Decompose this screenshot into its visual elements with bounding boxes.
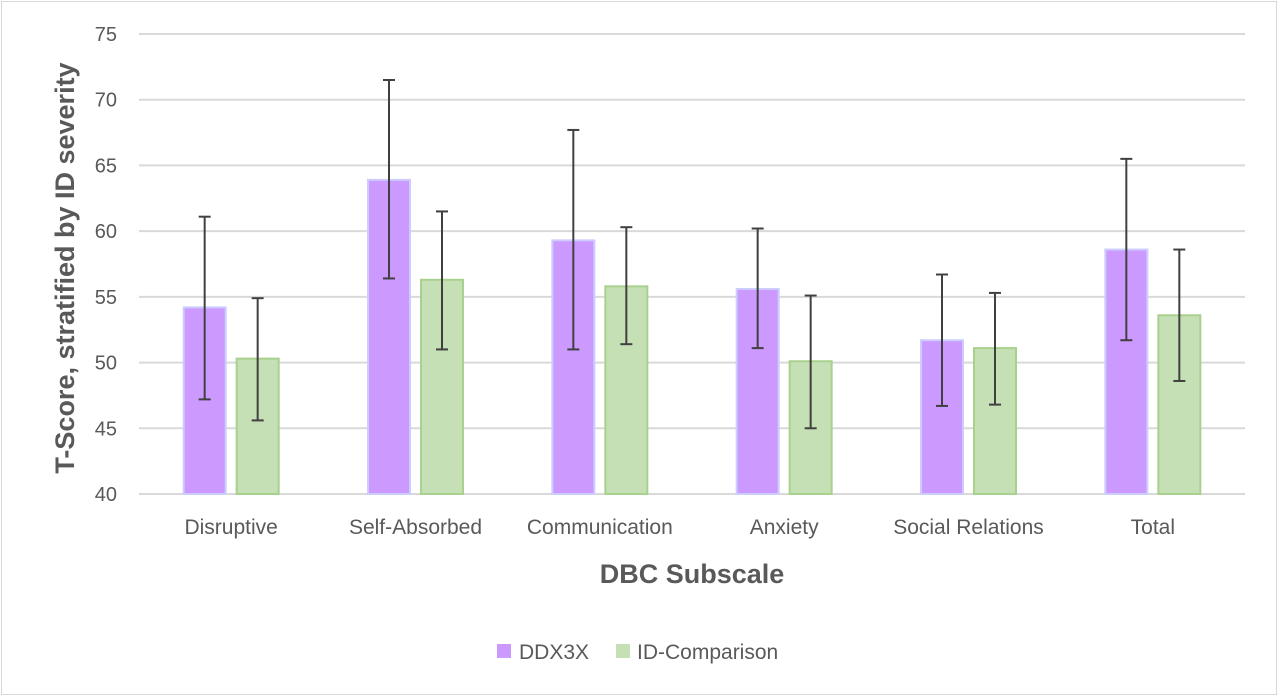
y-tick-label: 60 xyxy=(95,221,117,243)
x-category-label: Total xyxy=(1131,516,1175,539)
legend-swatch-ddx3x xyxy=(497,644,511,658)
legend: DDX3X ID-Comparison xyxy=(497,641,778,664)
bars xyxy=(182,178,1202,496)
gridlines xyxy=(139,33,1245,495)
x-category-label: Social Relations xyxy=(893,516,1044,539)
y-tick-label: 75 xyxy=(95,24,117,46)
y-axis-title: T-Score, stratified by ID severity xyxy=(50,62,80,473)
legend-label-ddx3x: DDX3X xyxy=(519,641,589,664)
error-bars xyxy=(198,79,1186,430)
y-tick-label: 40 xyxy=(95,484,117,506)
y-tick-label: 55 xyxy=(95,287,117,309)
legend-swatch-id-comparison xyxy=(616,644,630,658)
y-tick-label: 65 xyxy=(95,155,117,177)
x-axis-categories: Disruptive Self-Absorbed Communication Anxi… xyxy=(184,516,1175,539)
x-category-label: Communication xyxy=(527,516,673,539)
x-category-label: Self-Absorbed xyxy=(349,516,482,539)
y-tick-label: 45 xyxy=(95,418,117,440)
x-category-label: Anxiety xyxy=(750,516,819,539)
y-tick-label: 50 xyxy=(95,353,117,375)
x-category-label: Disruptive xyxy=(184,516,277,539)
y-axis-ticks: 40 45 50 55 60 65 70 75 xyxy=(95,24,117,506)
legend-label-id-comparison: ID-Comparison xyxy=(637,641,778,664)
y-tick-label: 70 xyxy=(95,90,117,112)
x-axis-title: DBC Subscale xyxy=(600,559,785,589)
